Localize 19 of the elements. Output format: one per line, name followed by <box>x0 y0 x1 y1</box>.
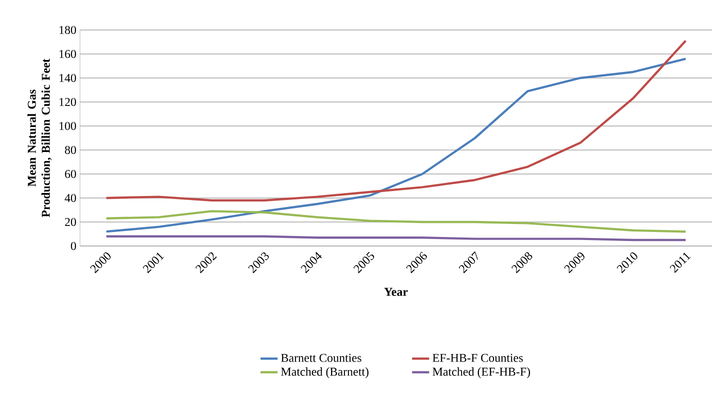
x-axis-title: Year <box>384 288 408 296</box>
legend-label: Matched (EF-HB-F) <box>432 367 530 378</box>
y-tick-label: 180 <box>60 26 76 34</box>
legend-label: EF-HB-F Counties <box>432 354 523 362</box>
y-tick-label: 60 <box>64 170 76 178</box>
y-tick-label: 100 <box>60 122 76 130</box>
legend-label: Barnett Counties <box>281 354 362 362</box>
y-tick-label: 140 <box>60 74 76 82</box>
y-tick-label: 120 <box>60 98 76 106</box>
line-series <box>105 40 687 202</box>
y-axis-title: Mean Natural Gas Production, Billion Cubic Feet <box>27 58 52 218</box>
y-tick-label: 80 <box>64 146 76 154</box>
y-tick-label: 40 <box>64 194 76 202</box>
line-series <box>105 210 687 233</box>
y-tick-label: 160 <box>60 50 76 58</box>
y-tick-label: 0 <box>70 242 76 250</box>
line-series <box>105 58 687 233</box>
legend-label: Matched (Barnett) <box>281 367 368 378</box>
y-tick-label: 20 <box>65 218 76 226</box>
